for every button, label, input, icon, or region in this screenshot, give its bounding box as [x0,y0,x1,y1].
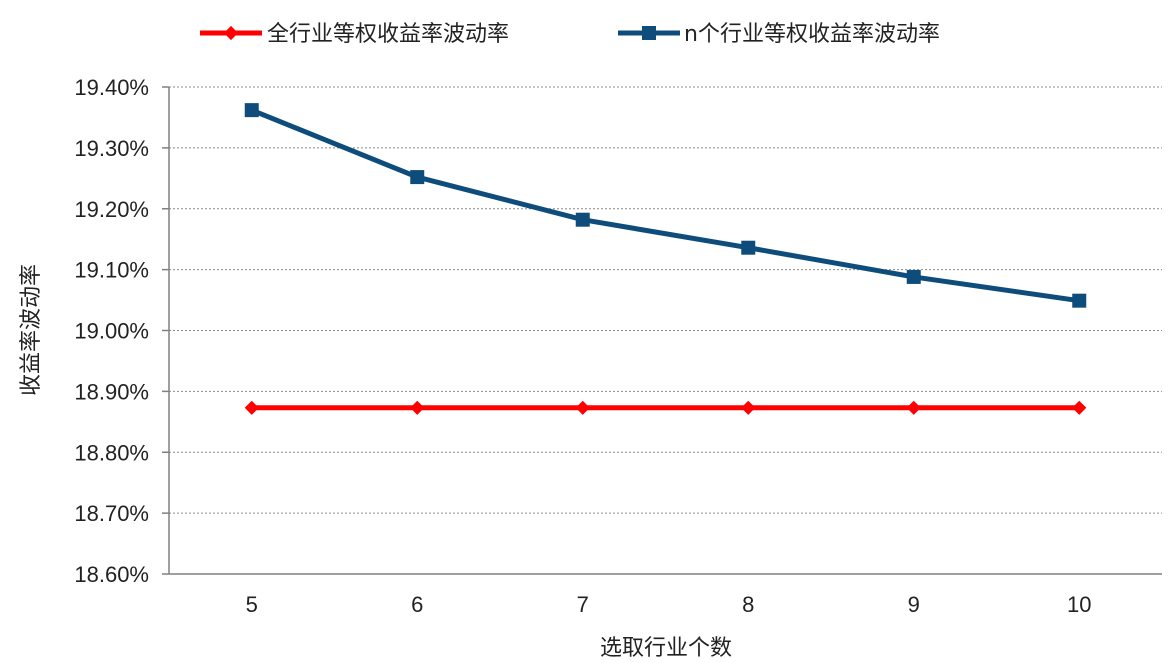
y-tick-label: 18.80% [74,440,149,465]
y-tick-label: 19.30% [74,136,149,161]
legend-label-series-1: 全行业等权收益率波动率 [267,22,509,47]
axes [168,87,1162,575]
y-tick-label: 19.40% [74,75,149,100]
legend-label-series-2: n个行业等权收益率波动率 [684,22,940,47]
gridlines [162,86,1162,575]
x-axis-title: 选取行业个数 [600,636,732,661]
data-point [410,170,425,185]
y-tick-labels: 19.40% 19.30% 19.20% 19.10% 19.00% 18.90% 18.8… [74,75,149,587]
data-point [244,400,259,415]
legend-marker-series-2 [642,26,656,40]
data-point [575,212,590,227]
x-tick-label: 8 [742,592,754,617]
legend: 全行业等权收益率波动率 n个行业等权收益率波动率 [200,22,940,47]
y-tick-label: 19.10% [74,258,149,283]
data-point [1072,400,1087,415]
data-point [906,400,921,415]
legend-marker-series-1 [223,25,239,41]
y-tick-label: 19.20% [74,197,149,222]
x-tick-label: 6 [411,592,423,617]
series-group [244,103,1087,415]
x-tick-label: 10 [1067,592,1091,617]
x-tick-label: 9 [908,592,920,617]
data-point [741,240,756,255]
data-point [575,400,590,415]
x-tick-labels: 5 6 7 8 9 10 [246,592,1092,617]
x-tick-label: 7 [577,592,589,617]
y-axis-title: 收益率波动率 [19,264,44,396]
series-line-2 [249,107,1082,304]
y-tick-label: 18.70% [74,501,149,526]
y-tick-label: 18.90% [74,379,149,404]
data-point [244,103,259,118]
data-point [410,400,425,415]
data-point [741,400,756,415]
x-tick-label: 5 [246,592,258,617]
y-tick-label: 18.60% [74,562,149,587]
y-tick-label: 19.00% [74,319,149,344]
data-point [1072,293,1087,308]
data-point [906,269,921,284]
